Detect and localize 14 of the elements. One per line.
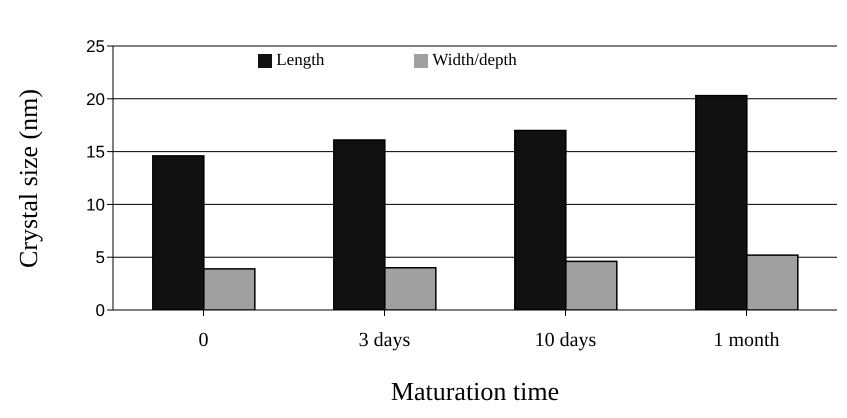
x-tick-label: 10 days <box>534 329 597 352</box>
x-axis-title: Maturation time <box>390 377 560 406</box>
x-tick-label: 3 days <box>358 329 411 352</box>
y-tick-label: 20 <box>86 90 105 109</box>
y-tick-label: 25 <box>86 37 105 56</box>
y-tick-label: 0 <box>96 301 105 320</box>
legend-label: Width/depth <box>432 50 517 69</box>
y-tick-label: 15 <box>86 142 105 162</box>
y-tick-label: 10 <box>86 195 105 214</box>
legend-label: Length <box>276 50 324 69</box>
x-tick-label: 0 <box>198 329 208 352</box>
y-tick-label: 5 <box>96 248 105 268</box>
y-axis-title: Crystal size (nm) <box>14 88 44 268</box>
x-tick-label: 1 month <box>713 329 780 352</box>
